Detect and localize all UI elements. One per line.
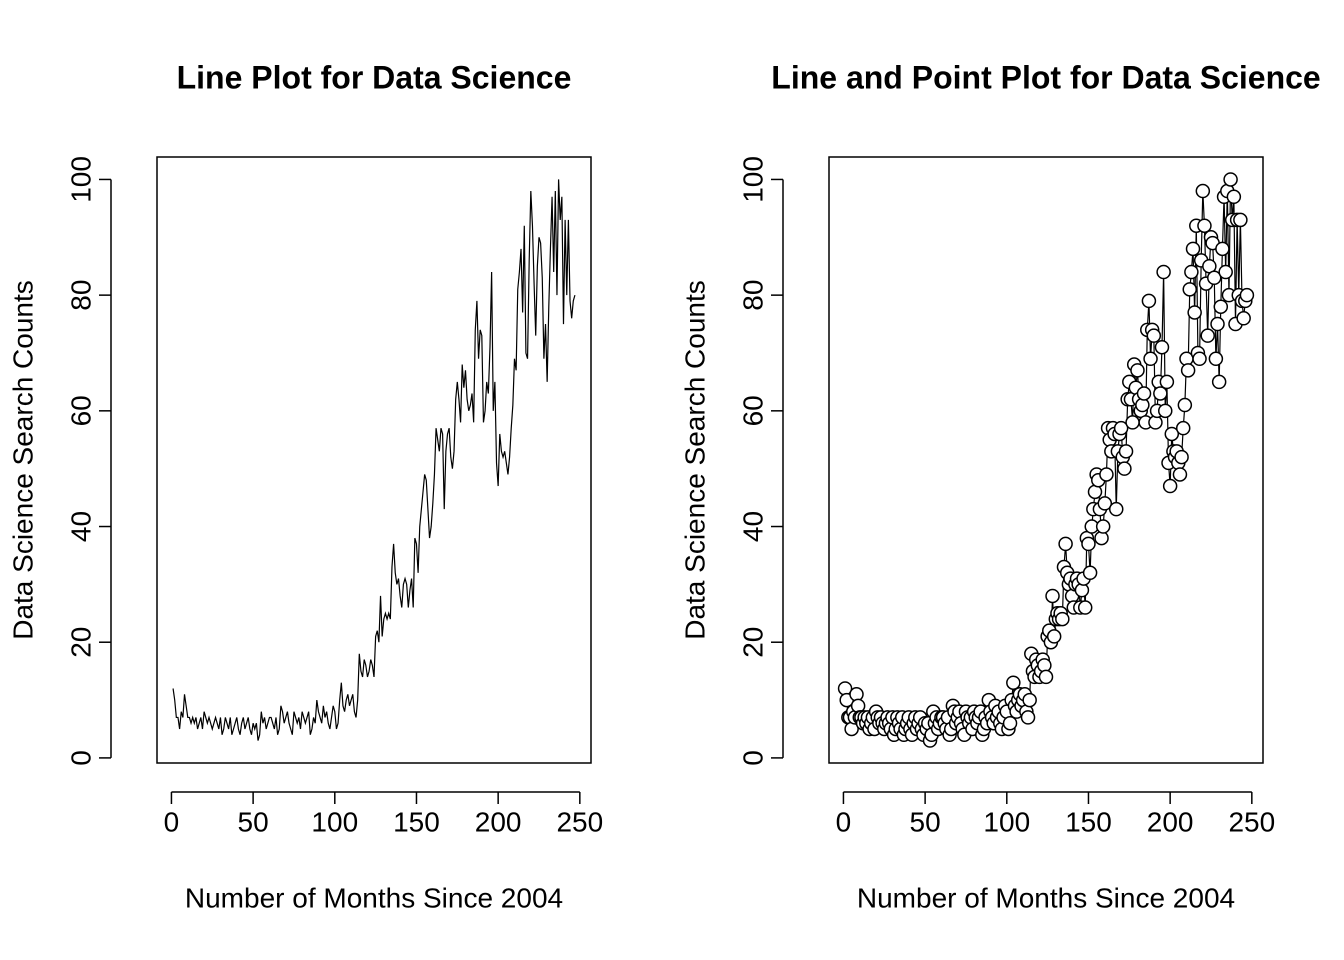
y-tick-label: 100 bbox=[737, 156, 768, 203]
plot-box bbox=[828, 156, 1264, 764]
data-point bbox=[1156, 264, 1171, 280]
y-tick-label: 60 bbox=[65, 395, 96, 426]
y-axis-label: Data Science Search Counts bbox=[679, 280, 710, 640]
data-point bbox=[1177, 397, 1193, 413]
panel: Line and Point Plot for Data Science Numb… bbox=[679, 59, 1320, 913]
data-point bbox=[1174, 449, 1189, 465]
y-tick-label: 0 bbox=[737, 750, 768, 766]
data-point bbox=[1141, 293, 1157, 309]
data-point bbox=[1077, 600, 1093, 615]
data-point bbox=[1208, 351, 1224, 367]
chart-title: Line Plot for Data Science bbox=[177, 59, 572, 95]
data-point bbox=[1197, 218, 1212, 233]
data-point bbox=[1097, 496, 1113, 511]
data-point bbox=[1233, 212, 1248, 228]
x-tick-label: 250 bbox=[1228, 806, 1275, 837]
data-point bbox=[1159, 374, 1175, 390]
data-point bbox=[1162, 478, 1178, 494]
data-point bbox=[1146, 328, 1162, 343]
x-tick-label: 100 bbox=[983, 806, 1030, 837]
data-point bbox=[1143, 351, 1158, 367]
data-point bbox=[1172, 467, 1188, 482]
data-point bbox=[1081, 536, 1096, 552]
data-point bbox=[1136, 386, 1152, 401]
data-point bbox=[1175, 420, 1191, 436]
y-tick-label: 20 bbox=[65, 627, 96, 658]
plot-box bbox=[156, 156, 592, 764]
y-tick-label: 40 bbox=[65, 511, 96, 542]
data-point bbox=[1130, 363, 1145, 378]
data-point bbox=[1180, 363, 1196, 378]
data-point bbox=[1215, 241, 1230, 257]
x-tick-label: 0 bbox=[164, 806, 180, 837]
data-point bbox=[1153, 386, 1168, 401]
data-point bbox=[1192, 351, 1207, 367]
y-tick-label: 80 bbox=[65, 280, 96, 311]
data-point bbox=[1117, 461, 1132, 476]
chart-title: Line and Point Plot for Data Science bbox=[771, 59, 1320, 95]
x-axis-label: Number of Months Since 2004 bbox=[857, 882, 1235, 913]
data-point bbox=[1020, 710, 1036, 725]
y-tick-label: 40 bbox=[737, 511, 768, 542]
data-point bbox=[1082, 565, 1098, 581]
y-tick-label: 0 bbox=[65, 750, 96, 766]
x-tick-label: 200 bbox=[475, 806, 522, 837]
data-point bbox=[1118, 444, 1134, 459]
data-line bbox=[172, 179, 576, 741]
y-tick-label: 80 bbox=[737, 280, 768, 311]
data-point bbox=[1195, 183, 1211, 199]
data-point bbox=[1038, 669, 1054, 685]
data-point bbox=[1210, 316, 1225, 332]
y-tick-label: 100 bbox=[65, 156, 96, 203]
x-tick-label: 250 bbox=[556, 806, 603, 837]
x-tick-label: 0 bbox=[836, 806, 852, 837]
data-point bbox=[1099, 467, 1114, 482]
data-point bbox=[1113, 420, 1129, 436]
data-point bbox=[1125, 415, 1140, 430]
x-tick-label: 50 bbox=[238, 806, 269, 837]
data-point bbox=[1045, 588, 1060, 604]
x-tick-label: 150 bbox=[1065, 806, 1112, 837]
data-point bbox=[1095, 519, 1111, 534]
data-point bbox=[1154, 339, 1170, 355]
x-tick-label: 150 bbox=[393, 806, 440, 837]
data-point bbox=[1218, 264, 1233, 280]
data-point bbox=[1200, 328, 1215, 343]
data-point bbox=[1213, 299, 1229, 314]
data-point bbox=[1239, 287, 1255, 303]
data-point bbox=[1207, 270, 1222, 286]
x-axis-label: Number of Months Since 2004 bbox=[185, 882, 563, 913]
data-point bbox=[1046, 629, 1062, 644]
data-point bbox=[1185, 241, 1201, 257]
data-point bbox=[1022, 692, 1037, 708]
data-point bbox=[1108, 501, 1124, 517]
y-tick-label: 20 bbox=[737, 627, 768, 658]
data-point bbox=[1006, 675, 1021, 690]
data-point bbox=[1223, 172, 1238, 187]
panel: Line Plot for Data Science Number of Mont… bbox=[7, 59, 603, 913]
data-point bbox=[1184, 264, 1199, 280]
data-point bbox=[1058, 536, 1073, 552]
x-tick-label: 100 bbox=[311, 806, 358, 837]
y-axis-label: Data Science Search Counts bbox=[7, 280, 38, 640]
data-point bbox=[1187, 305, 1202, 320]
data-point bbox=[1211, 374, 1227, 390]
data-point bbox=[1002, 715, 1018, 731]
data-point bbox=[1236, 311, 1251, 326]
data-point bbox=[1164, 426, 1180, 442]
data-point bbox=[1226, 189, 1242, 205]
y-tick-label: 60 bbox=[737, 395, 768, 426]
data-point bbox=[1055, 611, 1070, 627]
x-tick-label: 50 bbox=[910, 806, 941, 837]
x-tick-label: 200 bbox=[1147, 806, 1194, 837]
data-point bbox=[1182, 282, 1198, 297]
data-point bbox=[1157, 403, 1173, 419]
